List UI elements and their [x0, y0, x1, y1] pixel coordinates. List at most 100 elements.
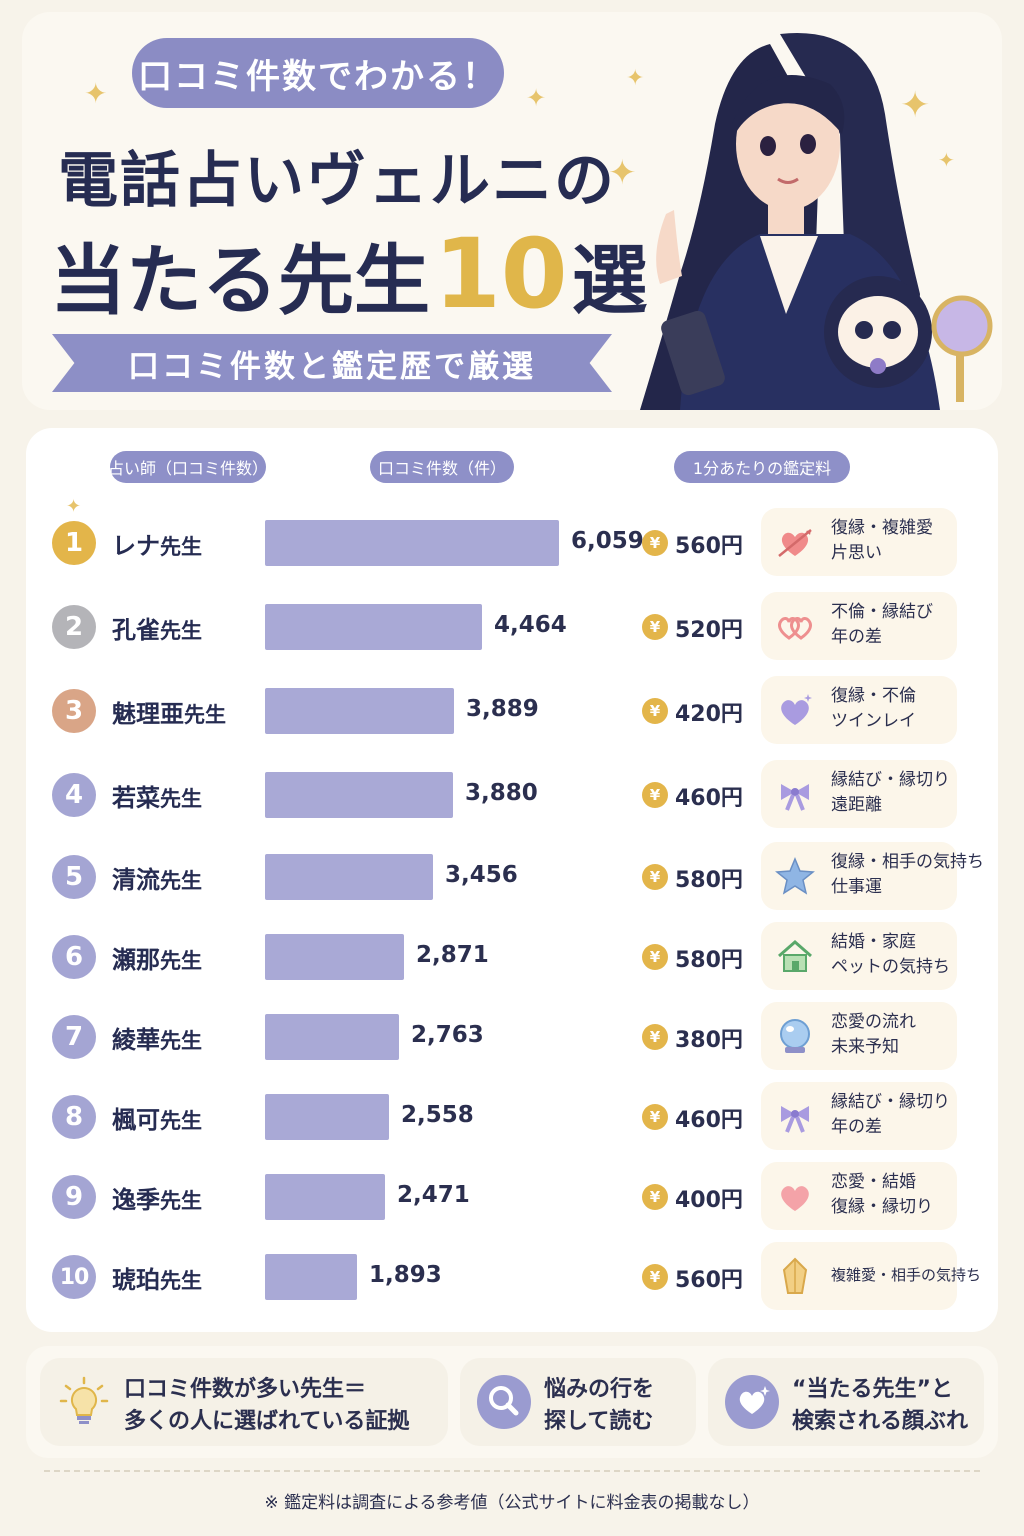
bar-value-label: 2,558	[401, 1102, 474, 1128]
yen-coin-icon: ¥	[642, 1104, 668, 1130]
bar-value-label: 3,880	[465, 780, 538, 806]
specialty-tag: 縁結び・縁切り 遠距離	[761, 760, 957, 828]
mascot-icon	[824, 276, 932, 388]
tip-text: 悩みの行を 探して読む	[544, 1377, 655, 1434]
fortune-teller-name: 瀬那先生	[112, 946, 202, 974]
rank-badge: 1	[52, 521, 96, 565]
bar	[265, 688, 454, 734]
specialty-tag: 結婚・家庭 ペットの気持ち	[761, 922, 957, 990]
price-per-minute: 560円	[675, 1268, 743, 1293]
price-per-minute: 560円	[675, 534, 743, 559]
purple-heart-icon	[781, 694, 812, 725]
bar-value-label: 2,763	[411, 1022, 484, 1048]
bar-value-label: 2,471	[397, 1182, 470, 1208]
bar	[265, 772, 453, 818]
magnifier-icon	[477, 1375, 531, 1429]
specialty-tag: 不倫・縁結び 年の差	[761, 592, 957, 660]
bar-value-label: 1,893	[369, 1262, 442, 1288]
specialty-text: 恋愛の流れ 未来予知	[831, 1012, 916, 1057]
table-row: 5 清流先生 3,456 ¥580円 復縁・相手の気持ち 仕事運	[0, 842, 1024, 912]
fortune-teller-name: 逸季先生	[112, 1186, 202, 1214]
price-per-minute: 460円	[675, 786, 743, 811]
specialty-text: 復縁・複雑愛 片思い	[831, 518, 933, 563]
fortune-teller-name: 孔雀先生	[112, 616, 202, 644]
title-number: 10	[434, 218, 568, 330]
linked-hearts-icon	[778, 617, 812, 640]
rank-badge: 8	[52, 1095, 96, 1139]
price-per-minute: 420円	[675, 702, 743, 727]
yen-coin-icon: ¥	[642, 1184, 668, 1210]
bar	[265, 520, 559, 566]
headline-pill: 口コミ件数でわかる！	[132, 38, 504, 108]
rank-badge: 7	[52, 1015, 96, 1059]
pink-heart-icon	[781, 1186, 809, 1211]
sparkle-icon: ✦	[66, 496, 82, 517]
yen-coin-icon: ¥	[642, 698, 668, 724]
star-icon	[775, 857, 815, 895]
bar-value-label: 6,059	[571, 528, 644, 554]
table-row: 10 琥珀先生 1,893 ¥560円 複雑愛・相手の気持ち	[0, 1242, 1024, 1312]
specialty-text: 恋愛・結婚 復縁・縁切り	[831, 1172, 933, 1217]
fortune-teller-name: 綾華先生	[112, 1026, 202, 1054]
heart-arrow-icon	[778, 529, 812, 557]
fortune-teller-illustration	[640, 33, 993, 410]
title-text-a: 当たる先生	[50, 236, 430, 325]
rank-badge: 10	[52, 1255, 96, 1299]
table-row: 3 魅理亜先生 3,889 ¥420円 復縁・不倫 ツインレイ	[0, 676, 1024, 746]
tips-section: 口コミ件数が多い先生＝ 多くの人に選ばれている証拠 悩みの行を 探して読む “当…	[26, 1346, 998, 1458]
bar	[265, 1174, 385, 1220]
bar	[265, 1254, 357, 1300]
crystal-ball-icon	[780, 1019, 810, 1053]
bar-value-label: 3,456	[445, 862, 518, 888]
page-title-line2: 当たる先生 10 選	[50, 218, 648, 330]
specialty-text: 縁結び・縁切り 遠距離	[831, 770, 950, 815]
price-per-minute: 580円	[675, 948, 743, 973]
column-header-fortune-teller: 占い師（口コミ件数）	[108, 451, 268, 483]
fortune-teller-name: 琥珀先生	[112, 1266, 202, 1294]
house-icon	[778, 940, 812, 972]
tip-card: 口コミ件数が多い先生＝ 多くの人に選ばれている証拠	[40, 1358, 448, 1446]
title-text-b: 選	[571, 236, 648, 325]
table-row: 8 楓可先生 2,558 ¥460円 縁結び・縁切り 年の差	[0, 1082, 1024, 1152]
column-header-reviews: 口コミ件数（件）	[370, 451, 514, 483]
bar	[265, 604, 482, 650]
yen-coin-icon: ¥	[642, 1264, 668, 1290]
rank-badge: 5	[52, 855, 96, 899]
yen-coin-icon: ¥	[642, 864, 668, 890]
specialty-tag: 復縁・相手の気持ち 仕事運	[761, 842, 984, 910]
sparkle-icon: ✦	[626, 66, 645, 91]
specialty-text: 複雑愛・相手の気持ち	[831, 1266, 982, 1284]
specialty-tag: 恋愛・結婚 復縁・縁切り	[761, 1162, 957, 1230]
specialty-tag: 縁結び・縁切り 年の差	[761, 1082, 957, 1150]
specialty-tag: 複雑愛・相手の気持ち	[761, 1242, 981, 1310]
specialty-tag: 復縁・複雑愛 片思い	[761, 508, 957, 576]
mirror-icon	[931, 295, 993, 357]
yen-coin-icon: ¥	[642, 782, 668, 808]
specialty-text: 結婚・家庭 ペットの気持ち	[831, 932, 950, 977]
bar	[265, 934, 404, 980]
bar	[265, 1094, 389, 1140]
sparkle-icon: ✦	[938, 148, 955, 172]
table-row: 6 瀬那先生 2,871 ¥580円 結婚・家庭 ペットの気持ち	[0, 922, 1024, 992]
table-row: 2 孔雀先生 4,464 ¥520円 不倫・縁結び 年の差	[0, 592, 1024, 662]
yen-coin-icon: ¥	[642, 1024, 668, 1050]
sparkle-icon: ✦	[526, 84, 547, 112]
sparkle-icon: ✦	[84, 77, 108, 110]
rank-badge: 9	[52, 1175, 96, 1219]
ribbon-bow-icon	[781, 784, 809, 811]
specialty-tag: 復縁・不倫 ツインレイ	[761, 676, 957, 744]
rank-badge: 6	[52, 935, 96, 979]
lightbulb-icon	[59, 1376, 109, 1424]
price-per-minute: 460円	[675, 1108, 743, 1133]
table-row: 9 逸季先生 2,471 ¥400円 恋愛・結婚 復縁・縁切り	[0, 1162, 1024, 1232]
price-per-minute: 380円	[675, 1028, 743, 1053]
bar-value-label: 4,464	[494, 612, 567, 638]
table-row: 4 若菜先生 3,880 ¥460円 縁結び・縁切り 遠距離	[0, 760, 1024, 830]
specialty-tag: 恋愛の流れ 未来予知	[761, 1002, 957, 1070]
fortune-teller-name: 清流先生	[112, 866, 202, 894]
rank-badge: 4	[52, 773, 96, 817]
fortune-teller-name: 楓可先生	[112, 1106, 202, 1134]
yen-coin-icon: ¥	[642, 944, 668, 970]
bar-value-label: 3,889	[466, 696, 539, 722]
tip-card: 悩みの行を 探して読む	[460, 1358, 696, 1446]
